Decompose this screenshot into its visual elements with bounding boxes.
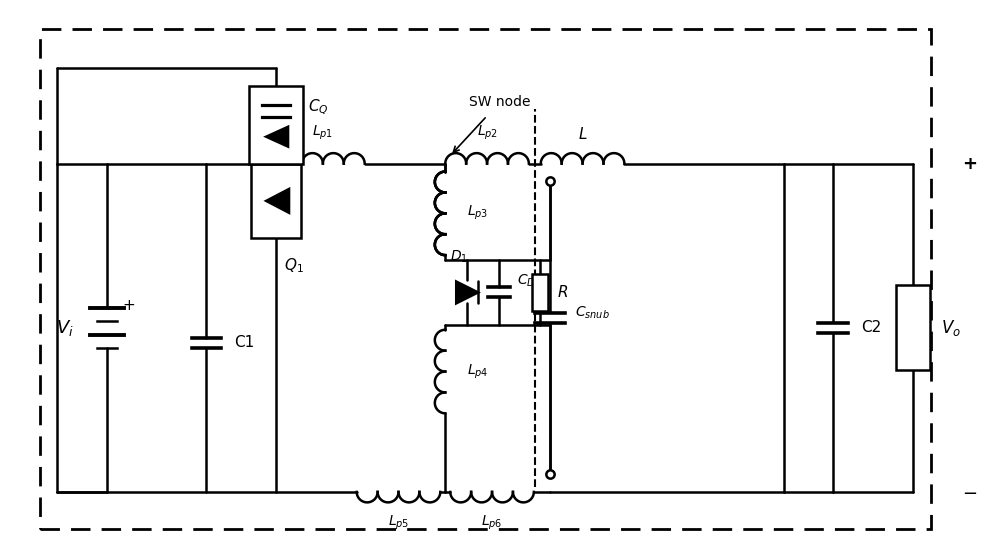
Text: $L$: $L$: [578, 126, 587, 142]
Bar: [251, 163, 301, 238]
Polygon shape: [266, 189, 289, 213]
Text: +: +: [962, 155, 977, 172]
Text: $V_o$: $V_o$: [941, 318, 961, 338]
Text: C1: C1: [234, 335, 255, 350]
Text: $C_{snub}$: $C_{snub}$: [575, 305, 609, 321]
Text: C2: C2: [861, 320, 881, 335]
Text: $L_{p6}$: $L_{p6}$: [481, 514, 503, 532]
Polygon shape: [456, 281, 478, 304]
Text: $V_i$: $V_i$: [56, 318, 74, 338]
Text: $R$: $R$: [557, 285, 568, 300]
Text: $C_Q$: $C_Q$: [308, 97, 329, 117]
Bar: [896, 286, 930, 370]
Text: $D_1$: $D_1$: [450, 248, 468, 264]
Text: $-$: $-$: [962, 483, 977, 501]
Text: +: +: [122, 299, 135, 314]
Text: SW node: SW node: [469, 95, 531, 109]
Text: $C_D$: $C_D$: [517, 272, 536, 288]
Text: $L_{p2}$: $L_{p2}$: [477, 123, 498, 142]
Polygon shape: [266, 127, 288, 147]
Bar: [532, 273, 548, 311]
Bar: [249, 86, 303, 163]
Text: $Q_1$: $Q_1$: [284, 256, 304, 275]
Text: $L_{p4}$: $L_{p4}$: [467, 362, 489, 381]
Text: $L_{p3}$: $L_{p3}$: [467, 204, 488, 223]
Text: $L_{p5}$: $L_{p5}$: [388, 514, 409, 532]
Text: $L_{p1}$: $L_{p1}$: [312, 123, 333, 142]
